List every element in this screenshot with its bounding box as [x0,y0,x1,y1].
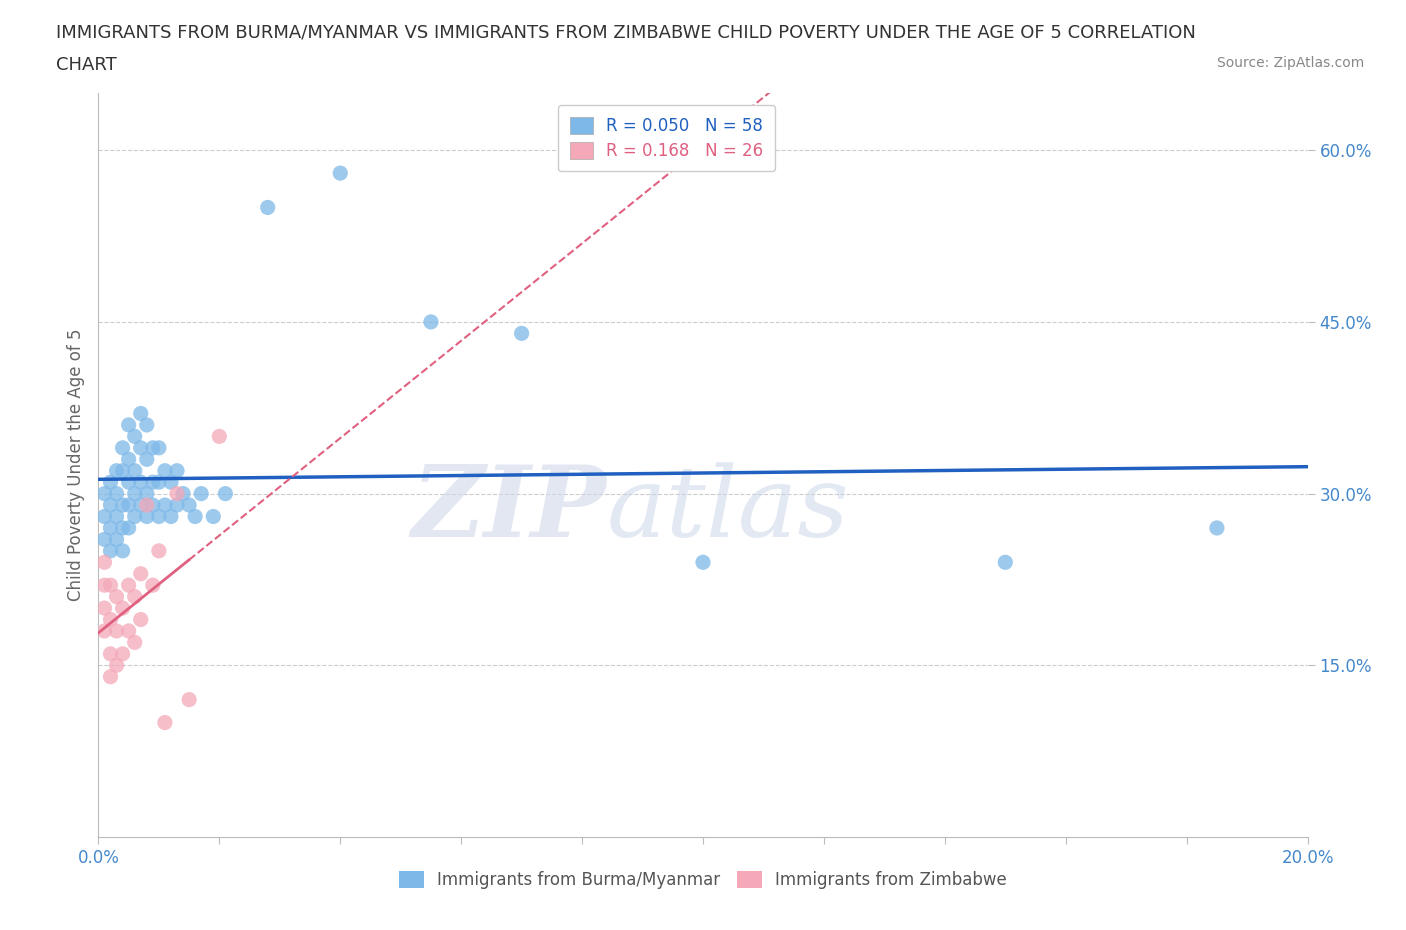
Point [93,578,115,592]
Point [124,429,146,444]
Text: ZIP: ZIP [412,461,606,558]
Point [105,509,128,524]
Point [105,532,128,547]
Point [105,658,128,672]
Point [100,646,122,661]
Point [118,623,141,638]
Point [135,452,157,467]
Text: atlas: atlas [606,462,849,557]
Point [118,578,141,592]
Point [111,646,134,661]
Point [129,498,152,512]
Point [202,509,225,524]
Point [129,406,152,421]
Point [256,200,278,215]
Point [166,498,188,512]
Point [142,441,165,456]
Point [208,429,231,444]
Point [135,486,157,501]
Point [142,498,165,512]
Point [142,474,165,489]
Point [692,555,714,570]
Point [93,601,115,616]
Text: Source: ZipAtlas.com: Source: ZipAtlas.com [1216,56,1364,70]
Point [129,612,152,627]
Point [160,509,183,524]
Point [124,635,146,650]
Point [105,590,128,604]
Point [124,509,146,524]
Point [184,509,207,524]
Point [105,463,128,478]
Point [129,441,152,456]
Point [148,509,170,524]
Point [93,623,115,638]
Point [166,463,188,478]
Point [179,498,201,512]
Point [329,166,352,180]
Point [100,498,122,512]
Point [420,314,443,329]
Point [153,463,176,478]
Point [135,509,157,524]
Point [105,623,128,638]
Point [111,463,134,478]
Point [160,474,183,489]
Point [179,692,201,707]
Point [510,326,533,340]
Point [190,486,212,501]
Point [118,452,141,467]
Point [148,543,170,558]
Point [111,498,134,512]
Point [100,543,122,558]
Y-axis label: Child Poverty Under the Age of 5: Child Poverty Under the Age of 5 [66,328,84,602]
Point [100,521,122,536]
Point [93,555,115,570]
Point [135,498,157,512]
Text: IMMIGRANTS FROM BURMA/MYANMAR VS IMMIGRANTS FROM ZIMBABWE CHILD POVERTY UNDER TH: IMMIGRANTS FROM BURMA/MYANMAR VS IMMIGRA… [56,23,1197,41]
Point [124,590,146,604]
Point [148,441,170,456]
Point [994,555,1017,570]
Point [153,715,176,730]
Point [148,474,170,489]
Point [93,532,115,547]
Point [129,474,152,489]
Point [100,612,122,627]
Text: CHART: CHART [56,56,117,73]
Point [111,521,134,536]
Point [111,543,134,558]
Point [124,486,146,501]
Point [172,486,194,501]
Point [124,463,146,478]
Point [100,670,122,684]
Point [118,474,141,489]
Point [100,578,122,592]
Point [142,578,165,592]
Point [1206,521,1229,536]
Point [166,486,188,501]
Point [111,441,134,456]
Point [118,418,141,432]
Point [105,486,128,501]
Point [214,486,236,501]
Point [93,509,115,524]
Point [129,566,152,581]
Point [118,498,141,512]
Point [100,474,122,489]
Point [93,486,115,501]
Point [118,521,141,536]
Legend: Immigrants from Burma/Myanmar, Immigrants from Zimbabwe: Immigrants from Burma/Myanmar, Immigrant… [392,864,1014,896]
Point [135,418,157,432]
Point [111,601,134,616]
Point [153,498,176,512]
